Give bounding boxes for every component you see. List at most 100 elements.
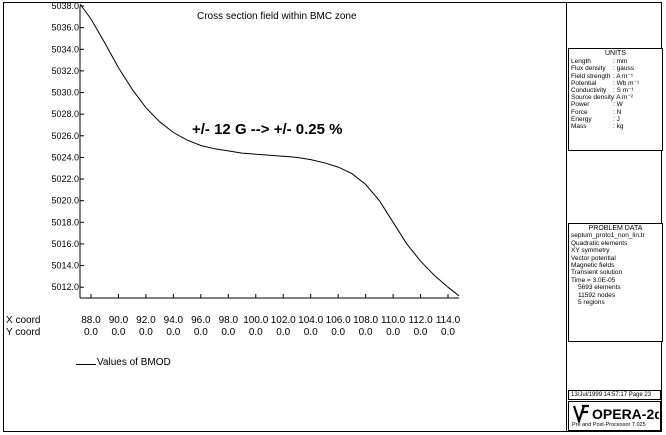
units-rows: Length : mm Flux density : gauss Field stren… (571, 58, 660, 130)
x-coord-value: 104.0 (298, 315, 323, 326)
y-coord-value: 0.0 (359, 327, 373, 338)
y-tick-label: 5032.0 (51, 66, 79, 76)
legend-line-swatch (76, 364, 96, 365)
units-row: Conductivity : S m⁻¹ (571, 87, 660, 94)
x-coord-value: 98.0 (219, 315, 239, 326)
units-row: Flux density : gauss (571, 65, 660, 72)
x-coord-value: 96.0 (191, 315, 211, 326)
units-value: : N (613, 108, 622, 116)
y-coord-label: Y coord (6, 327, 40, 338)
chart-annotation: +/- 12 G --> +/- 0.25 % (192, 121, 343, 138)
y-tick-label: 5034.0 (51, 44, 79, 54)
y-coord-value: 0.0 (304, 327, 318, 338)
y-tick-label: 5016.0 (51, 239, 79, 249)
units-value: : kg (613, 123, 624, 131)
units-row: Length : mm (571, 58, 660, 65)
units-value: : Wb m⁻¹ (613, 79, 640, 87)
y-coord-value: 0.0 (414, 327, 428, 338)
y-tick-label: 5012.0 (51, 282, 79, 292)
plot-frame (3, 2, 662, 432)
y-coord-value: 0.0 (139, 327, 153, 338)
y-coord-value: 0.0 (166, 327, 180, 338)
y-coord-value: 0.0 (84, 327, 98, 338)
y-ticks: 5038.0 5036.0 5034.0 5032.0 5030.0 5028.0 5026… (51, 1, 84, 292)
y-tick-label: 5036.0 (51, 23, 79, 33)
units-key: Energy (571, 115, 592, 123)
x-coord-value: 110.0 (381, 315, 406, 326)
units-key: Force (571, 108, 588, 116)
units-value: : gauss (613, 65, 634, 73)
problem-data-title: PROBLEM DATA (588, 225, 643, 232)
y-coord-value: 0.0 (221, 327, 235, 338)
y-tick-label: 5018.0 (51, 217, 79, 227)
units-row: Mass : kg (571, 123, 660, 130)
y-coord-value: 0.0 (331, 327, 345, 338)
x-coord-value: 100.0 (243, 315, 268, 326)
units-row: Potential : Wb m⁻¹ (571, 80, 660, 87)
x-ticks (90, 294, 449, 298)
y-coord-value: 0.0 (249, 327, 263, 338)
problem-data-line: Transient solution (571, 269, 623, 277)
legend-series-label: Values of BMOD (97, 357, 171, 368)
y-tick-label: 5030.0 (51, 88, 79, 98)
units-key: Field strength (571, 72, 611, 80)
vf-logo-icon (572, 404, 589, 423)
units-key: Potential (571, 79, 597, 87)
logo-box: OPERA-2d Pre and Post-Processor 7.025 (568, 401, 661, 431)
units-row: Force : N (571, 109, 660, 116)
y-coord-value: 0.0 (276, 327, 290, 338)
problem-data-line: septum_proto1_non_lin.tr (571, 232, 645, 240)
problem-data-line: Magnetic fields (571, 262, 615, 270)
units-value: : A m⁻¹ (613, 72, 634, 80)
timestamp-box: 13/Jul/1999 14:57:17 Page 23 (568, 390, 661, 400)
x-coord-value: 112.0 (408, 315, 433, 326)
x-coord-value: 88.0 (81, 315, 101, 326)
x-coord-label: X coord (6, 315, 40, 326)
problem-data-line: Quadratic elements (571, 239, 628, 247)
opera-logo: OPERA-2d (572, 404, 659, 423)
units-key: Length (571, 58, 591, 66)
units-key: Flux density (571, 65, 606, 73)
problem-data-line: XY symmetry (571, 247, 610, 255)
units-row: Source density: A m⁻² (571, 94, 660, 101)
units-value: : S m⁻¹ (613, 87, 634, 95)
y-coord-value: 0.0 (441, 327, 455, 338)
y-tick-label: 5038.0 (51, 1, 79, 11)
y-coord-row: 0.0 0.0 0.0 0.0 0.0 0.0 0.0 0.0 0.0 0.0 0.0 0.0 0.0 0… (84, 327, 455, 338)
units-key: Mass (571, 123, 587, 131)
problem-data-line: Vector potential (571, 254, 616, 262)
units-key: Conductivity (571, 87, 607, 95)
problem-data-line: 5693 elements (578, 284, 621, 292)
y-tick-label: 5020.0 (51, 196, 79, 206)
units-value: : A m⁻² (613, 94, 634, 102)
problem-data-panel: PROBLEM DATA septum_proto1_non_lin.tr Qua… (568, 223, 663, 342)
x-coord-value: 92.0 (136, 315, 156, 326)
y-tick-label: 5026.0 (51, 131, 79, 141)
y-tick-label: 5024.0 (51, 152, 79, 162)
y-tick-label: 5028.0 (51, 109, 79, 119)
units-value: : J (613, 115, 620, 123)
panel-divider (566, 2, 567, 432)
problem-data-line: Time = 3.0E-05 (571, 276, 616, 284)
problem-data-line: 11592 nodes (578, 291, 616, 299)
chart-plot: 5038.0 5036.0 5034.0 5032.0 5030.0 5028.0 5026… (6, 1, 461, 338)
units-key: Source density (571, 94, 614, 102)
units-row: Field strength: A m⁻¹ (571, 73, 660, 80)
units-panel-title: UNITS (605, 50, 626, 57)
x-coord-value: 108.0 (353, 315, 378, 326)
problem-data-line: 5 regions (578, 299, 605, 307)
units-value: : mm (613, 58, 628, 66)
x-coord-value: 114.0 (436, 315, 461, 326)
logo-text: OPERA-2d (592, 406, 659, 422)
x-coord-value: 102.0 (271, 315, 296, 326)
y-coord-value: 0.0 (111, 327, 125, 338)
series-line-bmod (79, 3, 460, 297)
units-panel: UNITS Length : mm Flux density : gauss Field… (568, 48, 663, 151)
y-coord-value: 0.0 (194, 327, 208, 338)
chart-title: Cross section field within BMC zone (197, 11, 357, 22)
units-row: Power: W (571, 101, 660, 108)
y-coord-value: 0.0 (386, 327, 400, 338)
legend: Values of BMOD (76, 357, 171, 368)
x-coord-value: 90.0 (109, 315, 129, 326)
units-value: : W (613, 101, 623, 109)
